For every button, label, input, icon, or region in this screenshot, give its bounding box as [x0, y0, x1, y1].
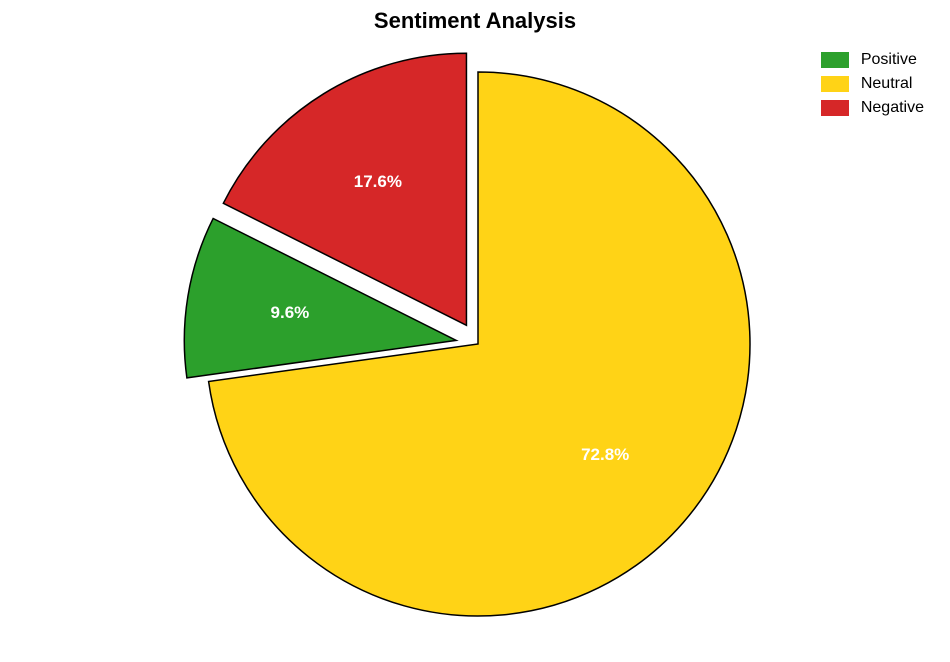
legend-swatch-positive: [821, 52, 849, 68]
legend: Positive Neutral Negative: [821, 48, 924, 120]
legend-item-negative: Negative: [821, 96, 924, 120]
legend-item-neutral: Neutral: [821, 72, 924, 96]
legend-item-positive: Positive: [821, 48, 924, 72]
chart-container: Sentiment Analysis 72.8%9.6%17.6% Positi…: [0, 0, 950, 662]
pie-chart: [0, 0, 950, 662]
legend-label: Negative: [861, 99, 924, 117]
legend-swatch-neutral: [821, 76, 849, 92]
slice-label-positive: 9.6%: [271, 303, 310, 323]
legend-label: Positive: [861, 51, 917, 69]
legend-label: Neutral: [861, 75, 913, 93]
legend-swatch-negative: [821, 100, 849, 116]
slice-label-neutral: 72.8%: [581, 445, 629, 465]
slice-label-negative: 17.6%: [354, 172, 402, 192]
